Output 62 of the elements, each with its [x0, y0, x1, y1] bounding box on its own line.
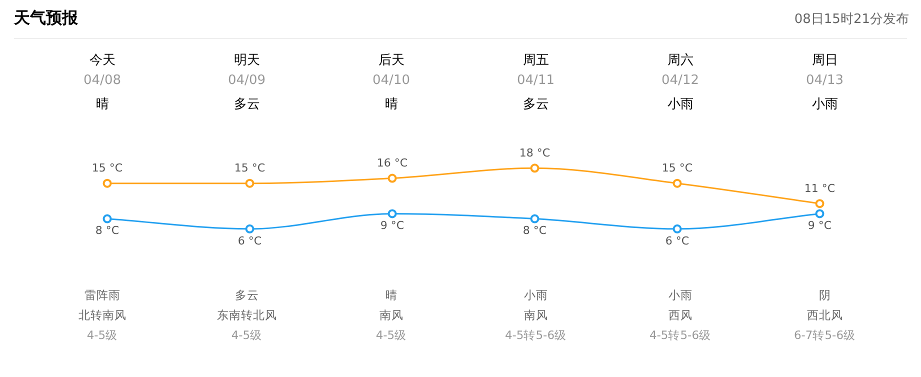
text: 小雨 — [522, 288, 549, 303]
x-tick-label: 明天 — [232, 52, 261, 69]
chart-subtitle: 08日15时21分发布 — [794, 11, 909, 28]
text: 4-5级 — [374, 328, 408, 343]
text: 南风 — [522, 308, 549, 323]
text: 04/09 — [227, 73, 266, 88]
point — [815, 209, 824, 218]
data-label: 6 °C — [238, 234, 262, 248]
point — [245, 224, 254, 234]
data-label: 15 °C — [662, 162, 693, 175]
text: 多云 — [522, 96, 550, 113]
point — [245, 178, 254, 188]
text: 雷阵雨 — [83, 288, 122, 303]
text: 04/10 — [372, 73, 411, 88]
x-tick-label: 今天 — [88, 52, 116, 69]
text: 多云 — [232, 96, 261, 113]
data-label: 15 °C — [234, 162, 266, 175]
text: 晴 — [384, 288, 398, 303]
text: 东南转北风 — [216, 308, 278, 323]
point — [388, 209, 397, 218]
text: 04/08 — [82, 73, 122, 88]
x-tick-label: 后天 — [377, 52, 406, 69]
data-label: 8 °C — [95, 224, 120, 238]
data-label: 8 °C — [522, 224, 547, 238]
text: 西风 — [667, 308, 694, 323]
data-label: 6 °C — [665, 234, 690, 248]
data-label: 18 °C — [519, 146, 550, 160]
text: 多云 — [234, 288, 260, 303]
text: 小雨 — [810, 96, 839, 113]
point — [530, 214, 540, 224]
data-label: 16 °C — [376, 156, 408, 170]
x-tick-label: 周日 — [810, 52, 839, 69]
point — [672, 178, 682, 188]
text: 晴 — [94, 96, 110, 113]
text: 北转南风 — [77, 308, 128, 323]
point — [102, 214, 112, 224]
x-tick-label: 周六 — [666, 52, 694, 69]
text: 04/12 — [660, 73, 700, 88]
chart-title: 天气预报 — [14, 8, 78, 29]
text: 04/13 — [805, 73, 844, 88]
text: 4-5转5-6级 — [648, 328, 712, 343]
x-tick-label: 周五 — [522, 52, 550, 69]
data-label: 9 °C — [808, 219, 832, 232]
text: 6-7转5-6级 — [792, 328, 857, 343]
text: 04/11 — [516, 73, 556, 88]
text: 4-5转5-6级 — [504, 328, 568, 343]
data-label: 9 °C — [380, 219, 404, 232]
text: 阴 — [818, 288, 832, 303]
point — [388, 174, 397, 183]
text: 晴 — [384, 96, 399, 113]
text: 小雨 — [667, 288, 694, 303]
text: 4-5级 — [230, 328, 264, 343]
text: 南风 — [378, 308, 404, 323]
point — [530, 164, 540, 173]
data-label: 11 °C — [804, 182, 836, 195]
point — [815, 199, 824, 208]
text: 西北风 — [806, 308, 844, 323]
point — [102, 178, 112, 188]
text: 小雨 — [666, 96, 694, 113]
data-label: 15 °C — [92, 162, 123, 175]
text: 4-5级 — [86, 328, 119, 343]
point — [672, 224, 682, 234]
